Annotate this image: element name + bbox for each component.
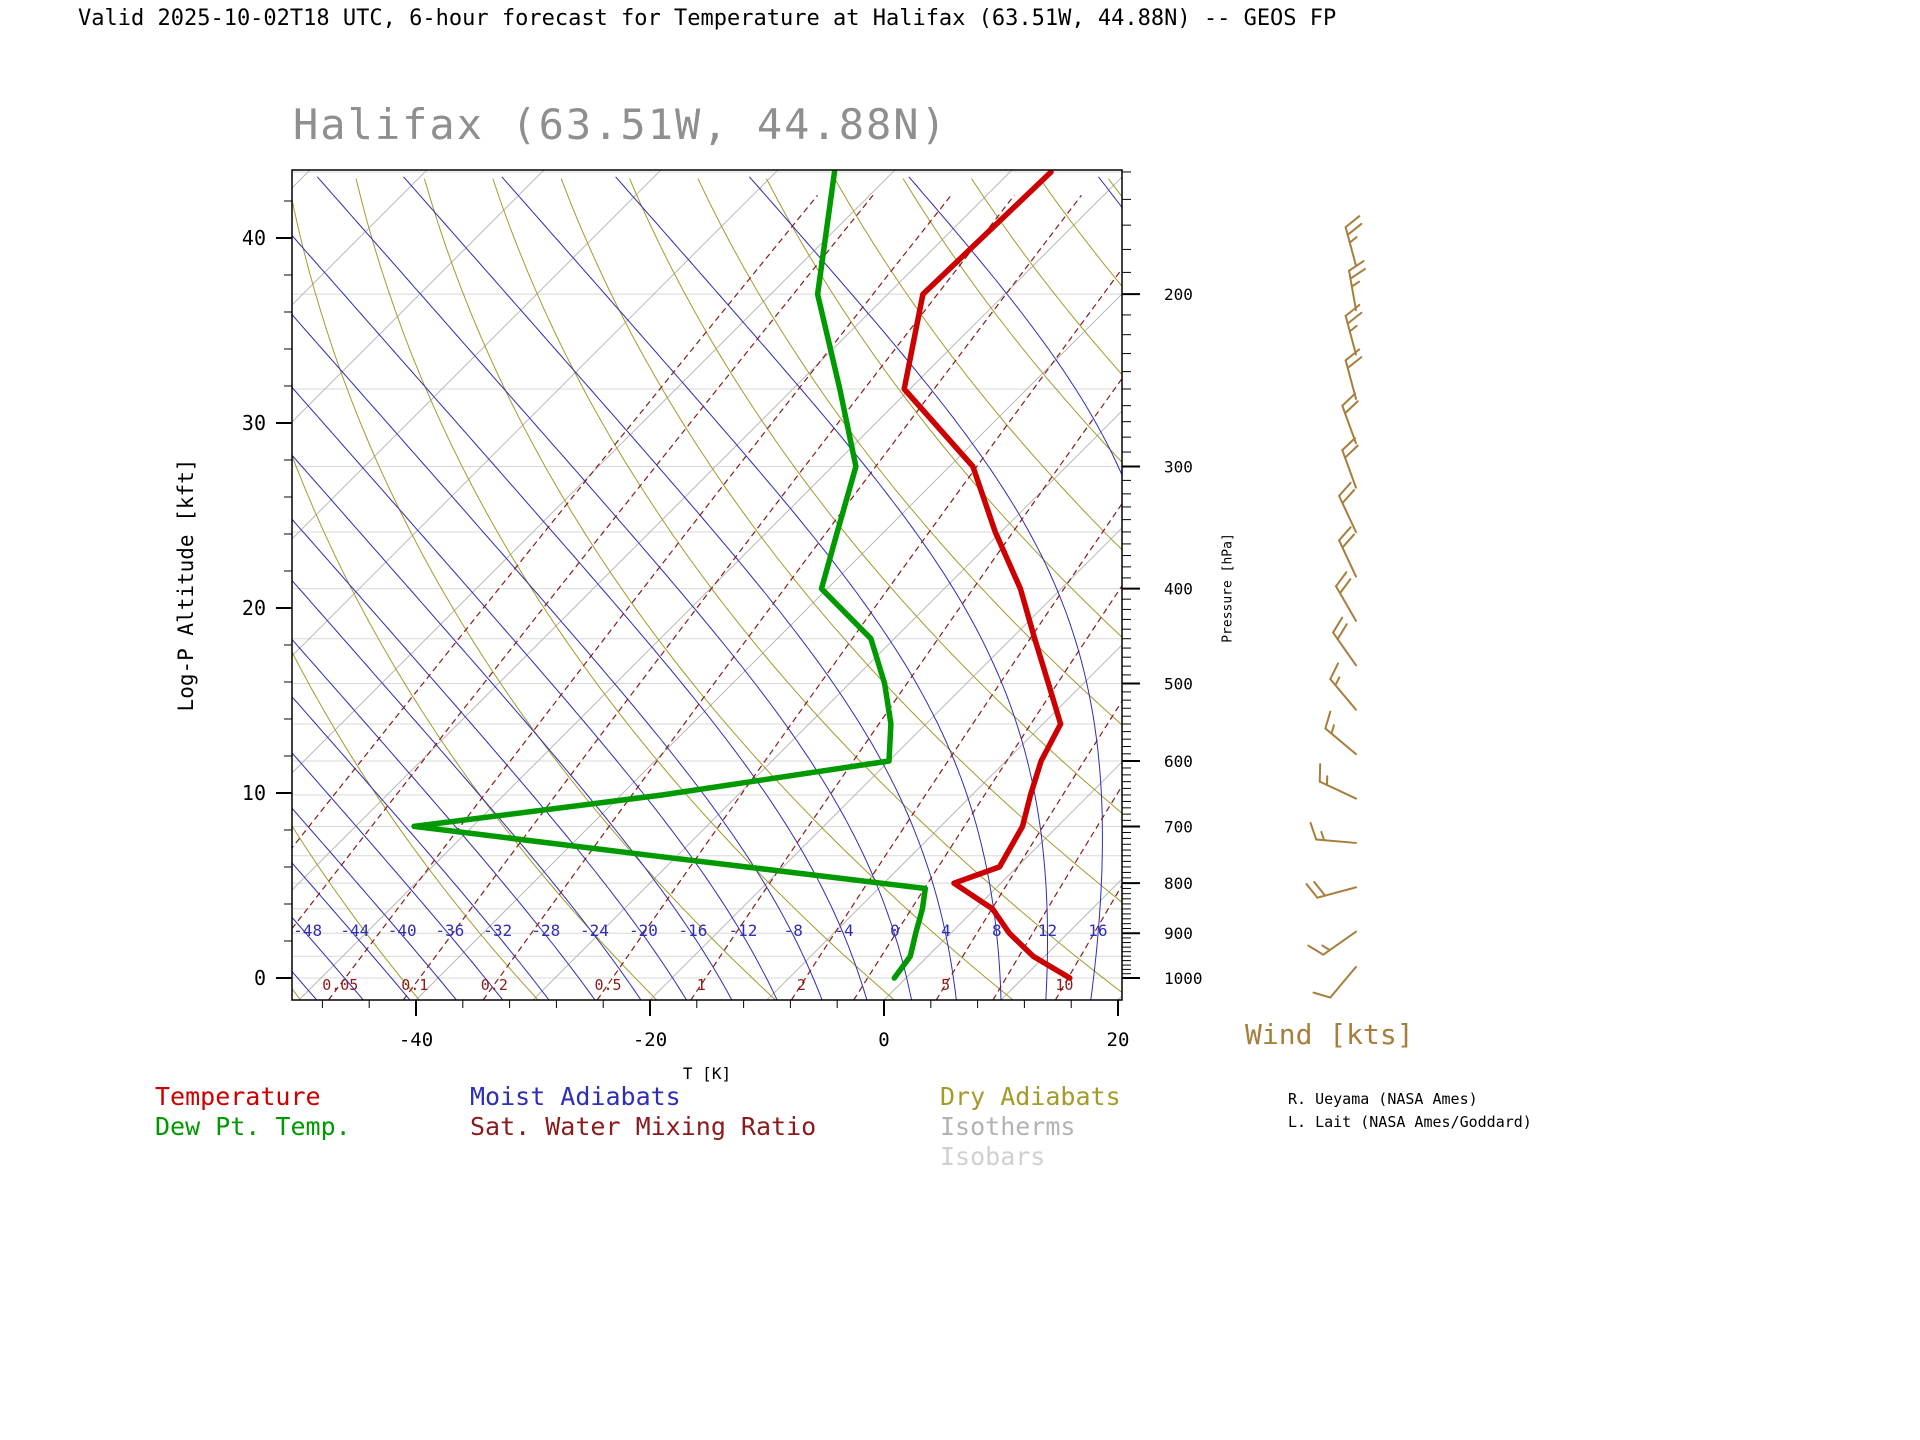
svg-text:-44: -44 — [340, 921, 369, 940]
svg-text:40: 40 — [242, 226, 266, 250]
svg-text:-8: -8 — [784, 921, 803, 940]
wind-units-label: Wind [kts] — [1245, 1018, 1414, 1051]
svg-text:-40: -40 — [399, 1029, 433, 1051]
y-axis-label-left: Log-P Altitude [kft] — [174, 458, 198, 712]
svg-text:0.1: 0.1 — [401, 976, 428, 994]
page-title: Valid 2025-10-02T18 UTC, 6-hour forecast… — [78, 6, 1337, 31]
temperature-axis: -40 -20 0 20 — [321, 1000, 1130, 1051]
dewpoint-trace — [411, 170, 929, 981]
wind-barbs — [1305, 215, 1366, 999]
svg-text:-28: -28 — [531, 921, 560, 940]
svg-text:-4: -4 — [834, 921, 853, 940]
svg-text:0.2: 0.2 — [481, 976, 508, 994]
legend-moist-adiabats: Moist Adiabats — [470, 1082, 681, 1111]
svg-text:0: 0 — [254, 966, 266, 990]
svg-text:1000: 1000 — [1164, 969, 1203, 988]
svg-text:700: 700 — [1164, 817, 1193, 836]
svg-text:10: 10 — [242, 781, 266, 805]
svg-text:800: 800 — [1164, 874, 1193, 893]
svg-text:-20: -20 — [629, 921, 658, 940]
moist-adiabat-labels: -48 -44 -40 -36 -32 -28 -24 -20 -16 -12 -8 -4 0 4 8 12 1… — [293, 921, 1107, 940]
legend-column-moist: Moist Adiabats Sat. Water Mixing Ratio — [470, 1082, 816, 1142]
svg-text:2: 2 — [797, 976, 806, 994]
svg-text:20: 20 — [242, 596, 266, 620]
temperature-trace — [901, 170, 1073, 981]
legend-temperature: Temperature — [155, 1082, 321, 1111]
svg-text:-16: -16 — [678, 921, 707, 940]
legend-dry-adiabats: Dry Adiabats — [940, 1082, 1121, 1111]
svg-text:900: 900 — [1164, 924, 1193, 943]
isotherm-lines — [292, 170, 1122, 1000]
svg-text:-36: -36 — [435, 921, 464, 940]
svg-text:4: 4 — [941, 921, 951, 940]
svg-text:600: 600 — [1164, 752, 1193, 771]
svg-text:500: 500 — [1164, 674, 1193, 693]
svg-text:-40: -40 — [388, 921, 417, 940]
svg-text:20: 20 — [1107, 1029, 1130, 1051]
x-axis-label: T [K] — [682, 1064, 732, 1083]
svg-text:-20: -20 — [633, 1029, 667, 1051]
mixing-ratio-labels: 0.05 0.1 0.2 0.5 1 2 5 10 — [322, 976, 1073, 994]
legend-mixing-ratio: Sat. Water Mixing Ratio — [470, 1112, 817, 1141]
svg-text:-24: -24 — [580, 921, 609, 940]
altitude-axis: 0 10 20 30 40 — [242, 200, 292, 990]
svg-text:0.05: 0.05 — [322, 976, 358, 994]
svg-text:0: 0 — [878, 1029, 889, 1051]
y-axis-label-right: Pressure [hPa] — [1220, 533, 1236, 643]
svg-text:300: 300 — [1164, 457, 1193, 476]
legend-isobars: Isobars — [940, 1142, 1046, 1171]
svg-text:200: 200 — [1164, 285, 1193, 304]
legend-isotherms: Isotherms — [940, 1112, 1076, 1141]
plot-frame — [291, 169, 1123, 1001]
svg-text:5: 5 — [941, 976, 950, 994]
legend-dewpoint: Dew Pt. Temp. — [155, 1112, 351, 1141]
pressure-axis: 200 300 400 500 600 700 800 900 1000 — [1122, 171, 1203, 988]
svg-text:400: 400 — [1164, 580, 1193, 599]
svg-text:0.5: 0.5 — [594, 976, 621, 994]
isobar-lines — [292, 171, 1122, 979]
credit-line-1: R. Ueyama (NASA Ames) — [1288, 1090, 1478, 1108]
svg-text:1: 1 — [697, 976, 706, 994]
mixing-ratio-lines — [292, 194, 1122, 1000]
svg-text:0: 0 — [890, 921, 900, 940]
svg-text:-32: -32 — [483, 921, 512, 940]
legend-column-background: Dry Adiabats Isotherms Isobars — [940, 1082, 1121, 1172]
legend-column-traces: Temperature Dew Pt. Temp. — [155, 1082, 351, 1142]
credits: R. Ueyama (NASA Ames) L. Lait (NASA Ames… — [1288, 1088, 1532, 1134]
svg-text:12: 12 — [1038, 921, 1057, 940]
svg-text:16: 16 — [1088, 921, 1107, 940]
chart-title: Halifax (63.51W, 44.88N) — [293, 100, 948, 149]
svg-text:-48: -48 — [293, 921, 322, 940]
credit-line-2: L. Lait (NASA Ames/Goddard) — [1288, 1113, 1532, 1131]
svg-text:8: 8 — [992, 921, 1002, 940]
svg-text:-12: -12 — [728, 921, 757, 940]
svg-text:30: 30 — [242, 411, 266, 435]
